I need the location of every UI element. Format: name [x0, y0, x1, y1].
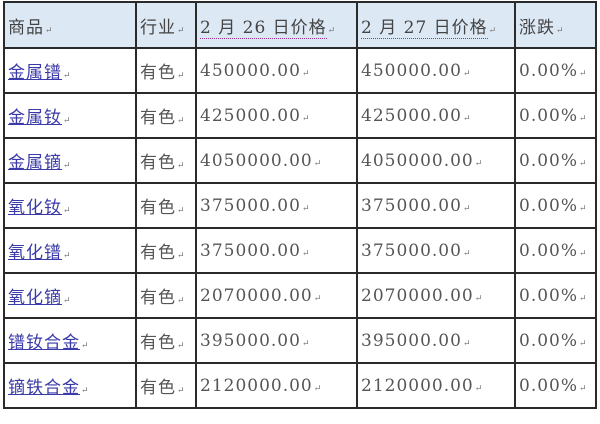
price-0227-cell: 4050000.00	[356, 137, 516, 184]
change-cell: 0.00%	[514, 227, 597, 274]
price-0227-cell: 450000.00	[361, 60, 462, 81]
product-link[interactable]: 金属镝	[8, 153, 62, 173]
price-0227-cell: 2120000.00	[361, 375, 474, 396]
price-0226-cell: 2120000.00	[195, 362, 358, 409]
header-change: 涨跌	[514, 1, 597, 49]
price-0226-cell: 450000.00	[200, 60, 301, 81]
table-row: 金属镨 有色 450000.00 450000.00 0.00%	[3, 47, 597, 94]
product-link[interactable]: 氧化镨	[8, 243, 62, 263]
price-0226-cell: 375000.00	[200, 195, 301, 216]
industry-cell: 有色	[135, 92, 197, 139]
table-header-row: 商品 行业 2 月 26 日价格 2 月 27 日价格 涨跌	[3, 1, 597, 49]
table-row: 镝铁合金 有色 2120000.00 2120000.00 0.00%	[3, 362, 597, 409]
price-0226-cell: 2070000.00	[195, 272, 358, 319]
industry-cell: 有色	[140, 333, 176, 353]
product-link[interactable]: 氧化钕	[8, 198, 62, 218]
change-cell: 0.00%	[514, 47, 597, 94]
header-product: 商品	[3, 1, 137, 49]
price-0226-cell: 375000.00	[200, 240, 301, 261]
header-industry: 行业	[135, 1, 197, 49]
industry-cell: 有色	[140, 63, 176, 83]
product-link[interactable]: 金属钕	[8, 108, 62, 128]
table-row: 氧化镨 有色 375000.00 375000.00 0.00%	[3, 227, 597, 274]
price-0226-cell: 4050000.00	[200, 150, 313, 171]
change-cell: 0.00%	[514, 92, 597, 139]
price-0227-cell: 425000.00	[361, 105, 462, 126]
product-cell: 氧化镝	[3, 272, 137, 319]
price-0226-cell: 395000.00	[195, 317, 358, 364]
change-cell: 0.00%	[519, 195, 579, 216]
product-cell: 金属镝	[3, 137, 137, 184]
price-0227-cell: 375000.00	[356, 182, 516, 229]
product-cell: 镝铁合金	[3, 362, 137, 409]
product-cell: 氧化钕	[3, 182, 137, 229]
price-0226-cell: 375000.00	[195, 182, 358, 229]
industry-cell: 有色	[140, 108, 176, 128]
table-row: 氧化镝 有色 2070000.00 2070000.00 0.00%	[3, 272, 597, 319]
price-0227-cell: 2070000.00	[361, 285, 474, 306]
industry-cell: 有色	[140, 288, 176, 308]
table-row: 氧化钕 有色 375000.00 375000.00 0.00%	[3, 182, 597, 229]
industry-cell: 有色	[140, 378, 176, 398]
price-table: 商品 行业 2 月 26 日价格 2 月 27 日价格 涨跌 金属镨有色4500…	[3, 1, 597, 409]
header-price-0227: 2 月 27 日价格	[356, 1, 516, 49]
price-0226-cell: 425000.00	[200, 105, 301, 126]
change-cell: 0.00%	[519, 330, 579, 351]
table-row: 金属镝 有色 4050000.00 4050000.00 0.00%	[3, 137, 597, 184]
change-cell: 0.00%	[514, 137, 597, 184]
industry-cell: 有色	[135, 272, 197, 319]
price-0227-cell: 4050000.00	[361, 150, 474, 171]
industry-cell: 有色	[135, 47, 197, 94]
price-0227-cell: 2070000.00	[356, 272, 516, 319]
change-cell: 0.00%	[519, 105, 579, 126]
price-0226-cell: 4050000.00	[195, 137, 358, 184]
price-0226-cell: 2070000.00	[200, 285, 313, 306]
change-cell: 0.00%	[519, 60, 579, 81]
price-0227-cell: 375000.00	[361, 240, 462, 261]
price-0227-cell: 450000.00	[356, 47, 516, 94]
product-link[interactable]: 氧化镝	[8, 288, 62, 308]
product-link[interactable]: 镨钕合金	[8, 333, 80, 353]
header-price-0226: 2 月 26 日价格	[195, 1, 358, 49]
product-cell: 金属镨	[3, 47, 137, 94]
price-0227-cell: 2120000.00	[356, 362, 516, 409]
price-0227-cell: 395000.00	[361, 330, 462, 351]
price-0226-cell: 450000.00	[195, 47, 358, 94]
product-cell: 金属钕	[3, 92, 137, 139]
industry-cell: 有色	[140, 198, 176, 218]
change-cell: 0.00%	[519, 240, 579, 261]
industry-cell: 有色	[140, 153, 176, 173]
price-0227-cell: 375000.00	[356, 227, 516, 274]
change-cell: 0.00%	[514, 317, 597, 364]
price-0226-cell: 2120000.00	[200, 375, 313, 396]
table-row: 镨钕合金 有色 395000.00 395000.00 0.00%	[3, 317, 597, 364]
industry-cell: 有色	[135, 362, 197, 409]
industry-cell: 有色	[135, 227, 197, 274]
change-cell: 0.00%	[514, 272, 597, 319]
price-0227-cell: 395000.00	[356, 317, 516, 364]
product-link[interactable]: 金属镨	[8, 63, 62, 83]
price-0226-cell: 425000.00	[195, 92, 358, 139]
product-link[interactable]: 镝铁合金	[8, 378, 80, 398]
industry-cell: 有色	[135, 137, 197, 184]
price-0227-cell: 425000.00	[356, 92, 516, 139]
product-cell: 镨钕合金	[3, 317, 137, 364]
change-cell: 0.00%	[514, 362, 597, 409]
change-cell: 0.00%	[519, 150, 579, 171]
price-0226-cell: 395000.00	[200, 330, 301, 351]
table-row: 金属钕 有色 425000.00 425000.00 0.00%	[3, 92, 597, 139]
industry-cell: 有色	[135, 182, 197, 229]
price-0226-cell: 375000.00	[195, 227, 358, 274]
industry-cell: 有色	[135, 317, 197, 364]
change-cell: 0.00%	[519, 375, 579, 396]
price-0227-cell: 375000.00	[361, 195, 462, 216]
change-cell: 0.00%	[514, 182, 597, 229]
product-cell: 氧化镨	[3, 227, 137, 274]
change-cell: 0.00%	[519, 285, 579, 306]
industry-cell: 有色	[140, 243, 176, 263]
